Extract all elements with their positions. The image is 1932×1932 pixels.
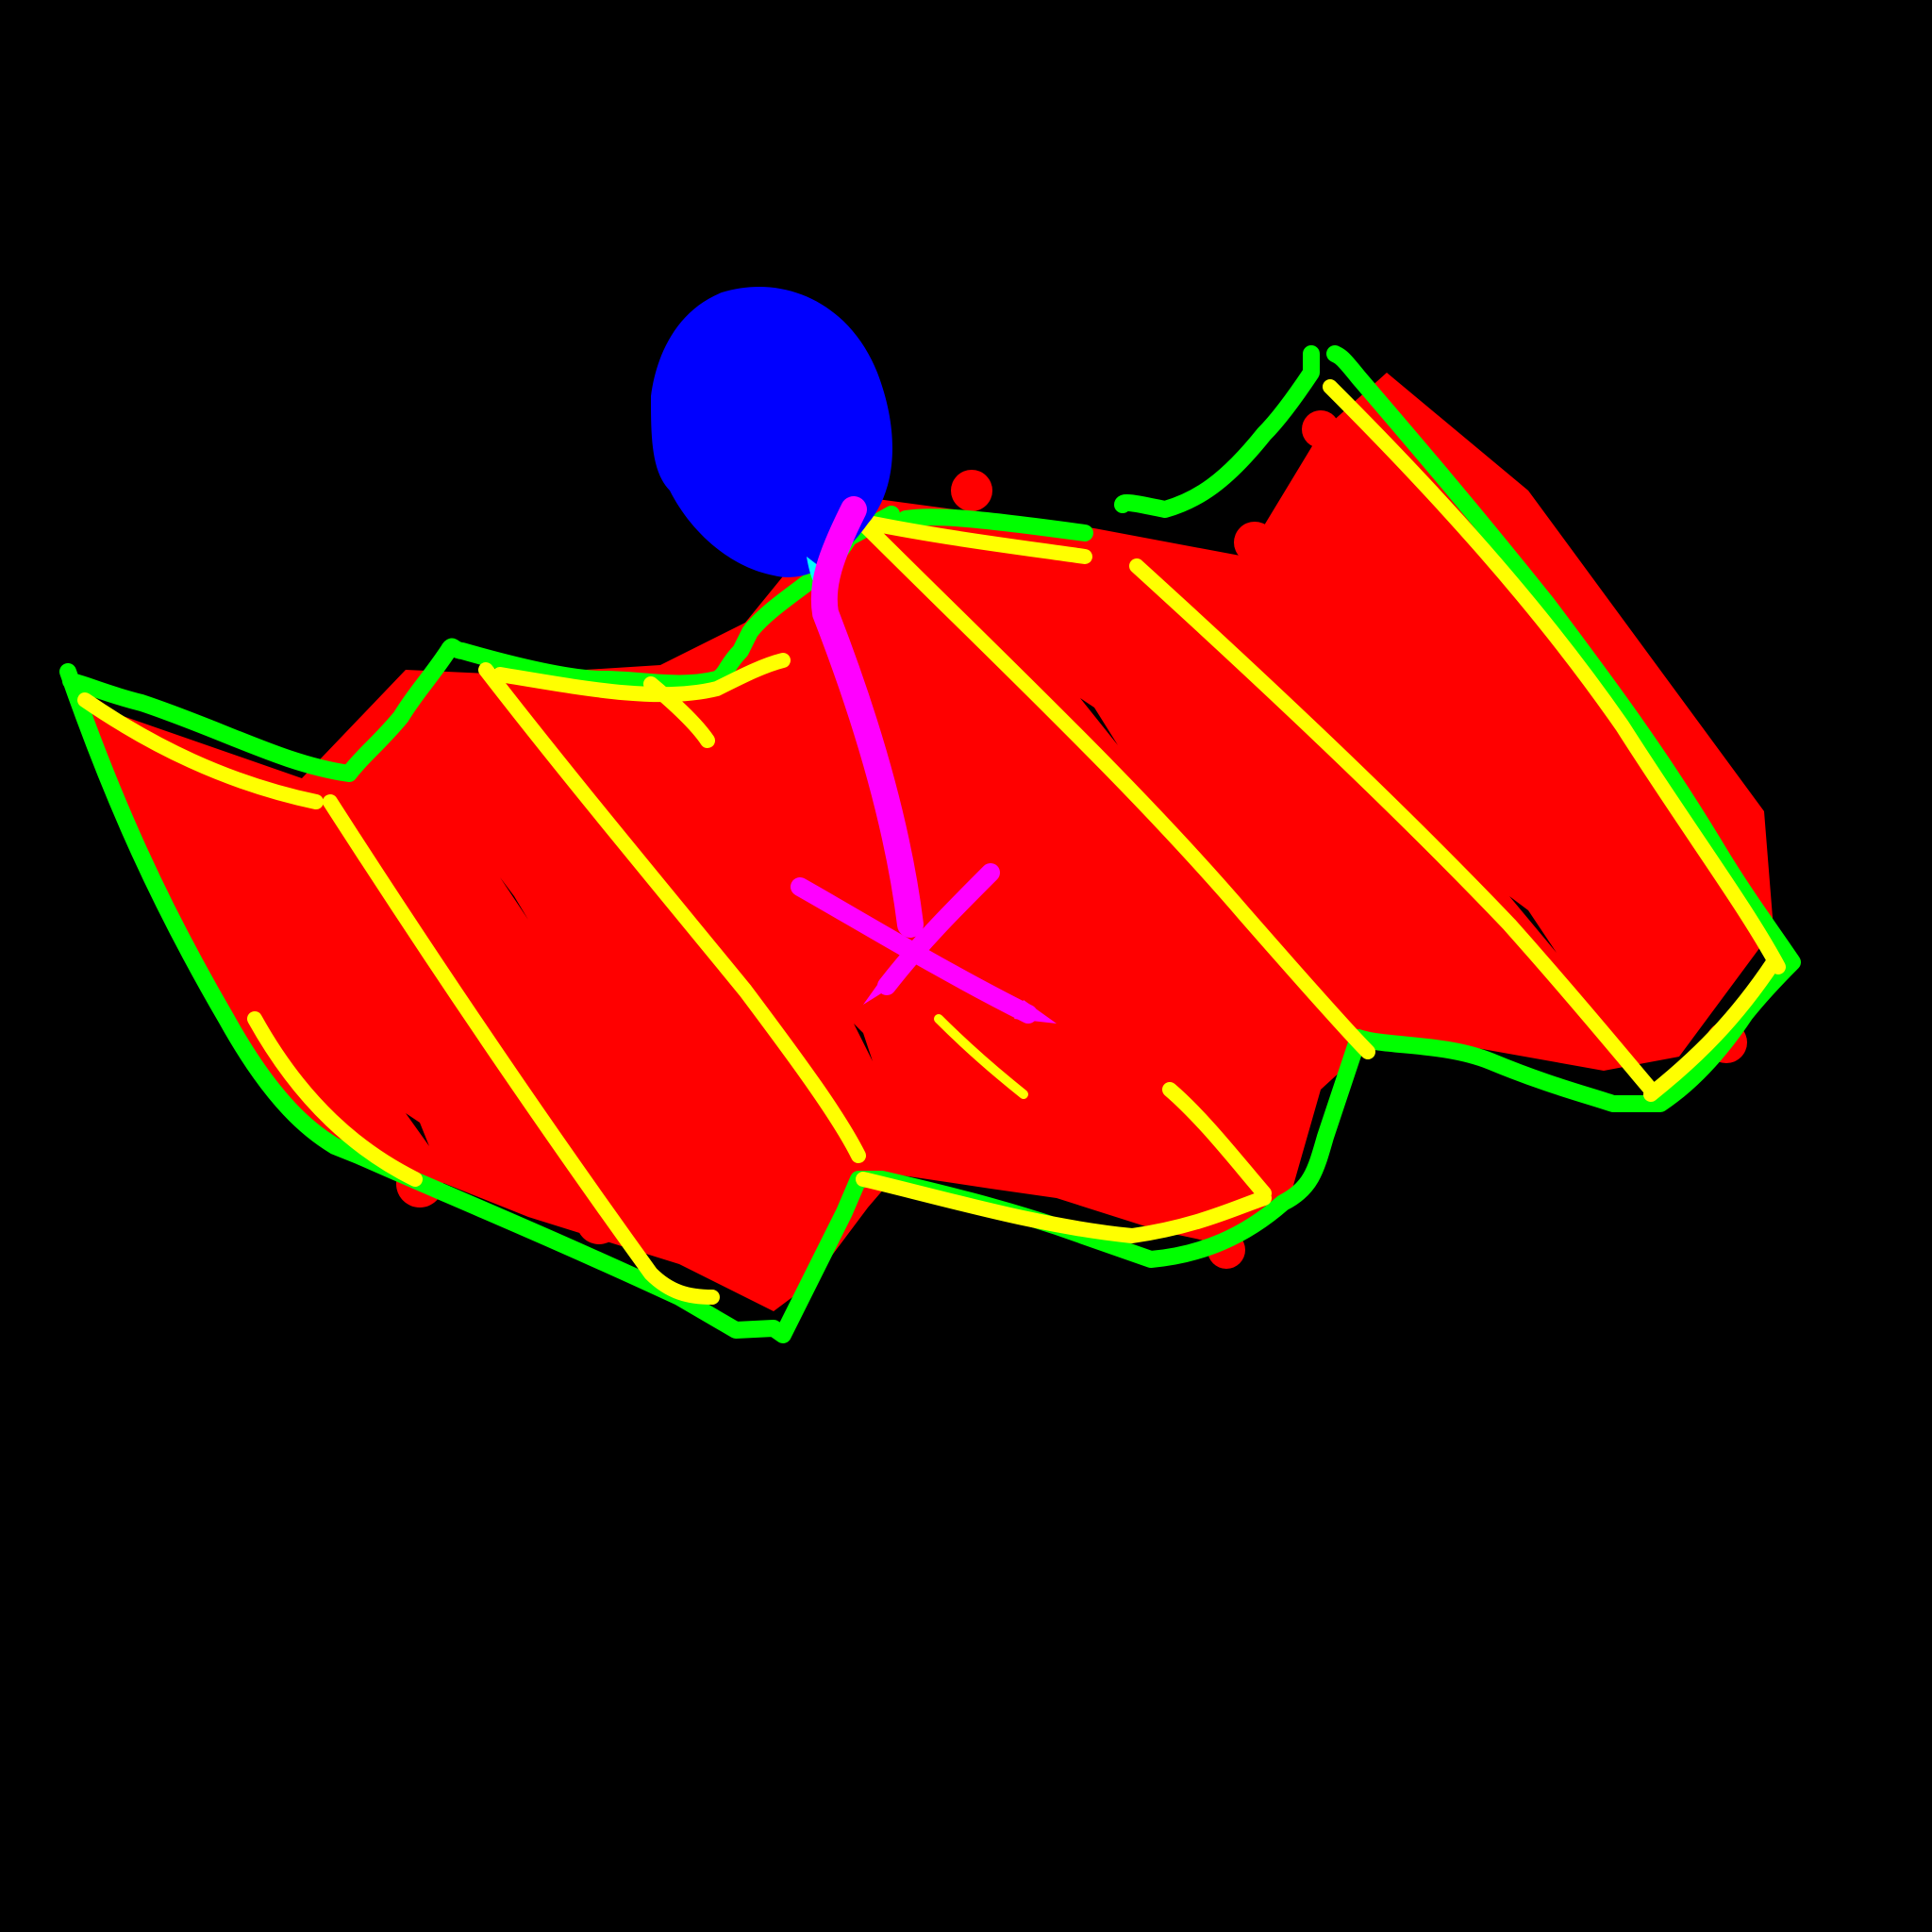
map-edge-top-mid (865, 516, 1092, 564)
map-edge-left (77, 692, 324, 809)
x-marker-stroke-1 (791, 877, 1038, 1024)
map-fold-4 (1129, 558, 1658, 1097)
x-marker-stroke-2 (877, 863, 1000, 995)
map-short-stroke-2 (1162, 1082, 1272, 1201)
map-short-stroke (934, 1014, 1028, 1099)
scribble-gap (1509, 896, 1557, 953)
map-fold-3 (846, 507, 1375, 1059)
map-folds (77, 379, 1786, 1305)
map-fold-2 (478, 662, 866, 1163)
x-marker-tail-2 (863, 972, 901, 1005)
map-edge-top (492, 653, 791, 703)
pin-icon (651, 286, 924, 938)
map-fill-lobe (951, 470, 992, 511)
map-short-stroke-3 (643, 676, 715, 748)
map-edge-bottom-left (247, 1011, 423, 1187)
x-marker-tail-1 (1014, 1000, 1057, 1024)
scribble-gap (854, 1024, 873, 1061)
map-fill-lobe (740, 1230, 789, 1279)
map-fold-1 (323, 794, 720, 1305)
map-fill-lobe (1398, 983, 1451, 1036)
map-edge-right (1323, 379, 1786, 974)
scribble-gap (500, 877, 528, 920)
pin-needle (810, 496, 924, 938)
scribble-gap (1080, 698, 1118, 745)
scribble-gap (406, 1113, 429, 1146)
map-edge-bottom-right (1643, 955, 1781, 1102)
map-outline (59, 345, 1801, 1343)
pin-head (651, 286, 893, 577)
x-marker (791, 863, 1057, 1024)
map-edge-bottom (856, 1172, 1272, 1243)
map-fill-lobe (1302, 410, 1340, 448)
map-fill-lobe (1234, 522, 1275, 563)
scribble-gaps (406, 698, 1557, 1146)
